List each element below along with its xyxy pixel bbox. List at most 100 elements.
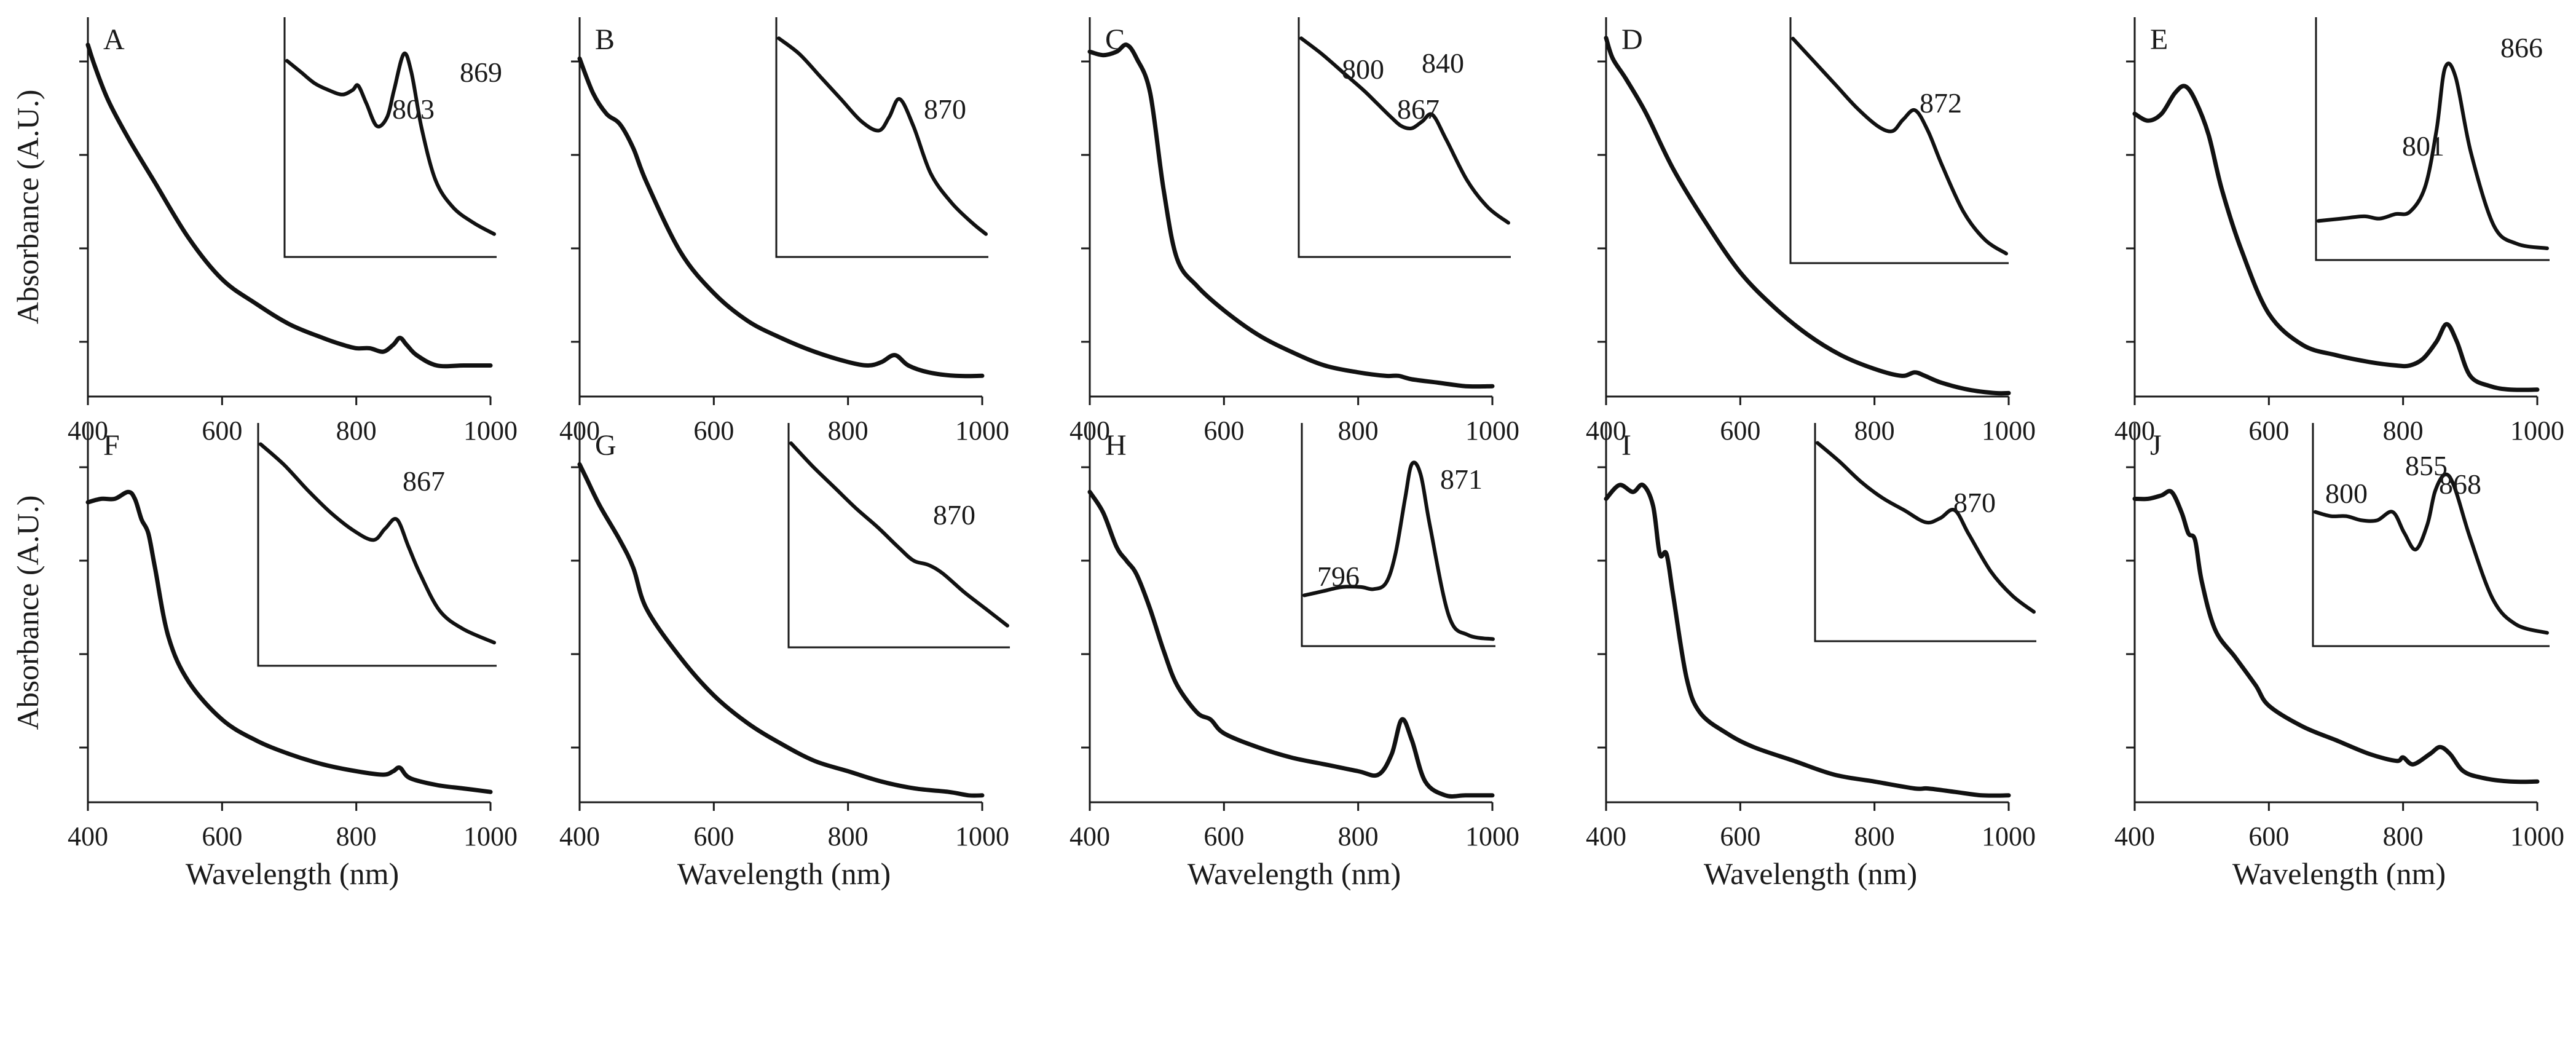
peak-label: 855 [2405,450,2448,481]
x-tick-label: 800 [1854,416,1895,446]
spectrum-line [577,462,985,798]
x-tick-label: 800 [2383,416,2424,446]
peak-label: 867 [403,465,445,497]
peak-label: 867 [1397,93,1440,125]
x-tick-label: 1000 [463,821,518,851]
inset-spectrum-line [777,36,988,236]
inset-axis-lines [1814,423,2036,642]
x-tick-label: 400 [559,821,600,851]
x-tick-label: 600 [693,416,734,446]
x-tick-label: 1000 [2510,416,2564,446]
peak-label: 868 [2439,468,2481,500]
spectrum-line [577,56,985,379]
inset-e: 801 866 [2315,17,2550,261]
panel-letter: G [595,429,616,462]
inset-d: 872 [1789,17,2009,264]
x-tick-label: 600 [2248,821,2289,851]
inset-axis-lines [2312,423,2550,647]
x-tick-label: 800 [1338,416,1379,446]
axis-lines [1605,17,2009,398]
inset-axis-lines [775,17,988,258]
x-tick-label: 800 [336,416,377,446]
panel-letter: F [103,429,120,462]
spectrum-line [85,489,493,794]
x-tick-label: 600 [202,416,242,446]
peak-label: 800 [2325,478,2368,509]
x-tick-label: 1000 [955,821,1009,851]
peak-label: 870 [1953,487,1996,518]
panel-letter: I [1621,429,1631,462]
x-tick-label: 1000 [2510,821,2564,851]
x-tick-label: 400 [1586,821,1626,851]
x-tick-label: 800 [2383,821,2424,851]
x-tick-label: 600 [1203,416,1244,446]
peak-label: 801 [2402,130,2444,162]
x-tick-label: 800 [1338,821,1379,851]
inset-spectrum-line [2317,61,2549,250]
inset-spectrum-line [1302,460,1495,641]
panel-letter: B [595,23,615,56]
spectrum-line [2132,84,2540,392]
inset-f: 867 [257,423,497,667]
inset-spectrum-line [285,51,496,236]
panel-letter: A [103,23,125,56]
x-tick-label: 400 [2114,821,2155,851]
peak-label: 803 [392,93,435,125]
inset-spectrum-line [259,442,496,645]
x-tick-label: 1000 [1982,821,2036,851]
inset-spectrum-line [1791,36,2008,256]
inset-h: 796 871 [1301,423,1495,647]
axis-lines [2133,17,2537,398]
spectrum-line [2132,489,2540,784]
y-axis-title: Absorbance (A.U.) [10,90,45,325]
inset-axis-lines [257,423,497,667]
x-tick-label: 600 [693,821,734,851]
inset-spectrum-line [1816,441,2036,614]
x-axis-title: Wavelength (nm) [1188,856,1401,891]
x-tick-label: 600 [1720,416,1760,446]
x-tick-label: 400 [1069,821,1110,851]
inset-axis-lines [1298,17,1511,258]
inset-axis-lines [283,17,497,258]
x-axis-title: Wavelength (nm) [2232,856,2446,891]
axis-lines [1605,423,2009,803]
panel-letter: E [2150,23,2168,56]
x-tick-label: 800 [336,821,377,851]
inset-a: 803 869 [283,17,502,258]
peak-label: 871 [1440,464,1483,495]
panel-g: 400 600 800 1000 G Wavelength (nm) 870 [559,423,1010,891]
inset-g: 870 [787,423,1010,649]
inset-spectrum-line [2314,472,2549,635]
inset-spectrum-line [1299,36,1510,225]
panel-letter: J [2150,429,2162,462]
spectrum-line [1604,482,2011,798]
x-tick-label: 1000 [463,416,518,446]
x-tick-label: 1000 [1982,416,2036,446]
peak-label: 800 [1342,53,1384,85]
peak-label: 796 [1317,561,1360,592]
x-tick-label: 600 [2248,416,2289,446]
panel-i: 400 600 800 1000 I Wavelength (nm) 870 [1586,423,2036,891]
panel-letter: H [1105,429,1127,462]
x-tick-label: 1000 [1465,821,1519,851]
inset-axis-lines [1789,17,2009,264]
y-axis-title: Absorbance (A.U.) [10,495,45,730]
inset-b: 870 [775,17,988,258]
inset-axis-lines [2315,17,2550,261]
peak-label: 866 [2500,32,2543,63]
inset-c: 800 840 867 [1298,17,1511,258]
x-tick-label: 800 [828,821,869,851]
panel-h: 400 600 800 1000 H Wavelength (nm) 796 871 [1069,423,1519,891]
x-tick-label: 1000 [955,416,1009,446]
peak-label: 870 [933,499,975,531]
x-tick-label: 800 [1854,821,1895,851]
x-axis-title: Wavelength (nm) [677,856,891,891]
inset-axis-lines [787,423,1010,649]
x-tick-label: 400 [68,821,108,851]
